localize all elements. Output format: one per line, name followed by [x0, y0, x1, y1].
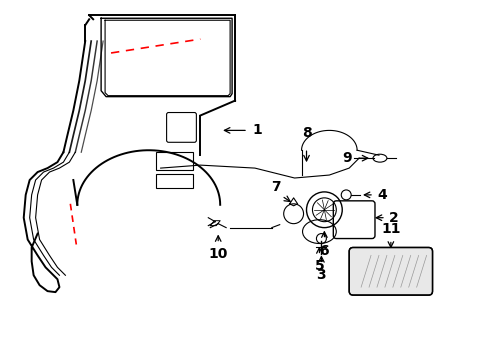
FancyBboxPatch shape	[348, 247, 432, 295]
Text: 6: 6	[319, 243, 328, 257]
Text: 1: 1	[251, 123, 261, 138]
Text: 7: 7	[270, 180, 280, 194]
Text: 3: 3	[316, 268, 325, 282]
Text: 11: 11	[380, 221, 400, 235]
Text: 9: 9	[342, 151, 351, 165]
Text: 10: 10	[208, 247, 227, 261]
Text: 2: 2	[388, 211, 398, 225]
Text: 5: 5	[314, 260, 324, 273]
Text: 4: 4	[376, 188, 386, 202]
Text: 8: 8	[301, 126, 311, 140]
